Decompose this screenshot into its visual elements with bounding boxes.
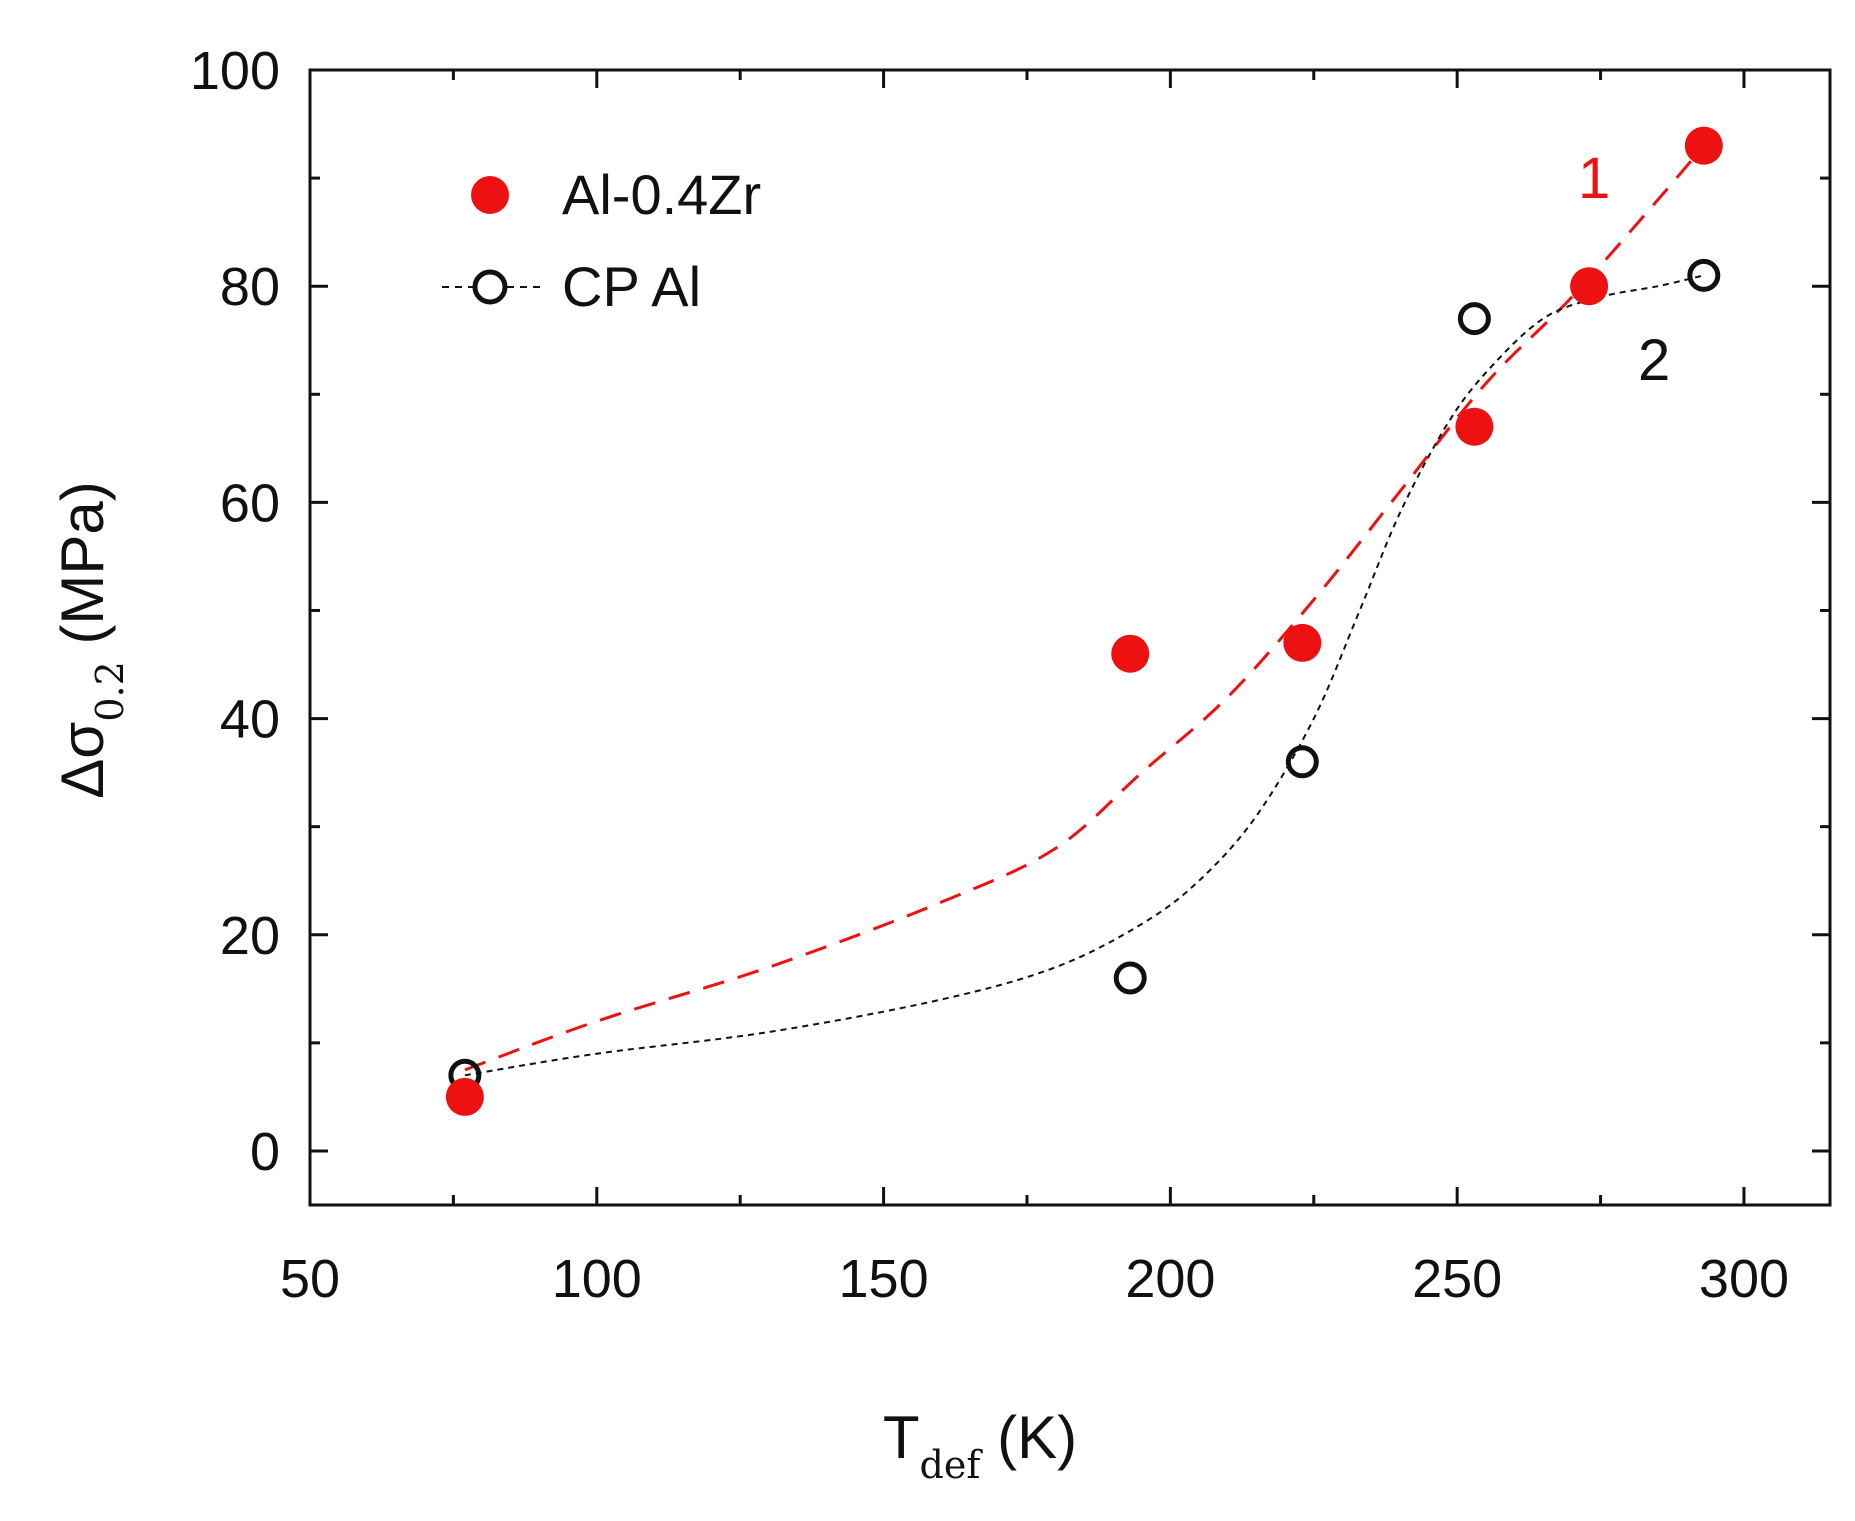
legend-marker-al-zr xyxy=(471,176,509,214)
legend-marker-cp-al xyxy=(472,269,508,305)
point-cp-al xyxy=(1285,745,1319,779)
y-tick-label: 0 xyxy=(250,1122,280,1182)
axis-ticks: 50 100 150 200 250 300 0 20 40 60 80 100 xyxy=(190,41,1830,1309)
y-tick-label: 60 xyxy=(220,473,280,533)
y-axis-title: Δσ0.2 (MPa) xyxy=(49,481,132,799)
y-tick-label: 40 xyxy=(220,690,280,750)
legend: Al-0.4Zr CP Al xyxy=(442,163,761,318)
fit-curve-2 xyxy=(464,274,1705,1077)
point-al-zr xyxy=(1684,126,1723,165)
y-axis-title-prefix: Δσ xyxy=(49,722,116,799)
plot-frame xyxy=(308,68,1832,1207)
y-axis-title-sub: 0.2 xyxy=(88,661,132,721)
y-tick-label: 20 xyxy=(220,906,280,966)
point-al-zr xyxy=(1455,407,1494,446)
data-points xyxy=(445,126,1723,1116)
point-al-zr xyxy=(1283,623,1322,662)
point-al-zr xyxy=(445,1077,484,1116)
point-al-zr xyxy=(1570,267,1609,306)
fit-curves xyxy=(464,144,1705,1077)
curve-label-2: 2 xyxy=(1638,328,1670,393)
y-tick-label: 100 xyxy=(190,41,280,101)
point-cp-al xyxy=(1457,302,1491,336)
x-tick-label: 150 xyxy=(839,1249,929,1309)
x-axis-title-sub: def xyxy=(920,1443,984,1487)
y-axis-title-unit: (MPa) xyxy=(49,481,116,661)
x-tick-label: 250 xyxy=(1412,1249,1502,1309)
x-tick-label: 100 xyxy=(552,1249,642,1309)
point-al-zr xyxy=(1111,634,1150,673)
legend-label-cp-al: CP Al xyxy=(562,255,701,318)
x-axis-title-main: T xyxy=(883,1404,920,1471)
point-cp-al xyxy=(1687,258,1721,292)
x-tick-label: 50 xyxy=(280,1249,340,1309)
point-cp-al xyxy=(1113,961,1147,995)
y-tick-label: 80 xyxy=(220,257,280,317)
x-tick-label: 200 xyxy=(1125,1249,1215,1309)
legend-label-al-zr: Al-0.4Zr xyxy=(562,163,761,226)
x-tick-label: 300 xyxy=(1699,1249,1789,1309)
x-axis-title: Tdef (K) xyxy=(883,1404,1077,1487)
x-axis-title-unit: (K) xyxy=(980,1404,1077,1471)
curve-label-1: 1 xyxy=(1578,146,1610,211)
